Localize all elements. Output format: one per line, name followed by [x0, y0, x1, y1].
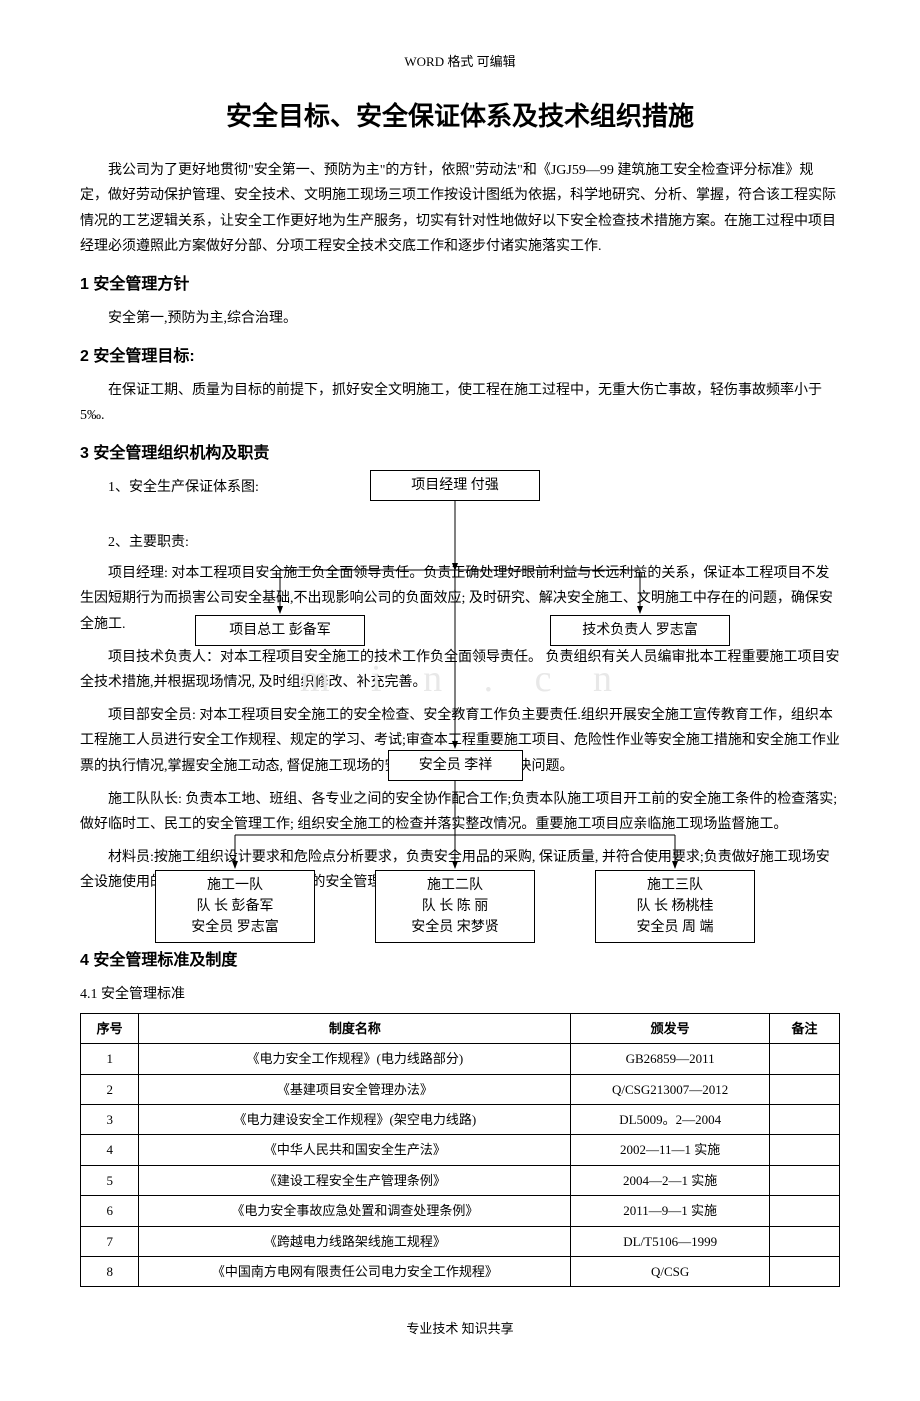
table-cell: 6 [81, 1196, 139, 1226]
org-box-safe: 安全员 李祥 [388, 750, 523, 781]
table-row: 2《基建项目安全管理办法》Q/CSG213007—2012 [81, 1074, 840, 1104]
table-cell: 4 [81, 1135, 139, 1165]
org-box-tech: 技术负责人 罗志富 [550, 615, 730, 646]
table-cell: 1 [81, 1044, 139, 1074]
intro-paragraph: 我公司为了更好地贯彻"安全第一、预防为主"的方针，依照"劳动法"和《JGJ59—… [80, 158, 840, 259]
section-3-sub2: 2、主要职责: [80, 530, 840, 555]
section-2-heading: 2 安全管理目标: [80, 343, 840, 372]
table-cell: Q/CSG213007—2012 [571, 1074, 770, 1104]
section-4-heading: 4 安全管理标准及制度 [80, 947, 840, 976]
page-footer: 专业技术 知识共享 [80, 1317, 840, 1340]
table-cell: 2011—9—1 实施 [571, 1196, 770, 1226]
table-cell: 3 [81, 1105, 139, 1135]
table-cell: 《建设工程安全生产管理条例》 [139, 1165, 571, 1195]
section-1-body: 安全第一,预防为主,综合治理。 [80, 306, 840, 331]
table-row: 8《中国南方电网有限责任公司电力安全工作规程》Q/CSG [81, 1257, 840, 1287]
document-title: 安全目标、安全保证体系及技术组织措施 [80, 93, 840, 140]
team3-safe: 安全员 周 端 [637, 920, 714, 935]
table-cell: 2 [81, 1074, 139, 1104]
table-row: 3《电力建设安全工作规程》(架空电力线路)DL5009。2—2004 [81, 1105, 840, 1135]
org-and-responsibility-block: 1、安全生产保证体系图: 2、主要职责: 项目经理: 对本工程项目安全施工负全面… [80, 475, 840, 935]
table-cell [769, 1044, 839, 1074]
table-cell: Q/CSG [571, 1257, 770, 1287]
org-box-team1: 施工一队 队 长 彭备军 安全员 罗志富 [155, 870, 315, 943]
table-row: 7《跨越电力线路架线施工规程》DL/T5106—1999 [81, 1226, 840, 1256]
th-name: 制度名称 [139, 1013, 571, 1043]
table-cell [769, 1196, 839, 1226]
table-cell: 2004—2—1 实施 [571, 1165, 770, 1195]
org-box-team2: 施工二队 队 长 陈 丽 安全员 宋梦贤 [375, 870, 535, 943]
table-cell: DL/T5106—1999 [571, 1226, 770, 1256]
table-header-row: 序号 制度名称 颁发号 备注 [81, 1013, 840, 1043]
table-cell [769, 1226, 839, 1256]
table-cell: 《跨越电力线路架线施工规程》 [139, 1226, 571, 1256]
resp-team: 施工队队长: 负责本工地、班组、各专业之间的安全协作配合工作;负责本队施工项目开… [80, 787, 840, 837]
page-header: WORD 格式 可编辑 [80, 50, 840, 73]
table-cell [769, 1135, 839, 1165]
table-cell: 2002—11—1 实施 [571, 1135, 770, 1165]
table-row: 4《中华人民共和国安全生产法》2002—11—1 实施 [81, 1135, 840, 1165]
org-box-gm: 项目总工 彭备军 [195, 615, 365, 646]
table-row: 1《电力安全工作规程》(电力线路部分)GB26859—2011 [81, 1044, 840, 1074]
table-cell: 《电力安全工作规程》(电力线路部分) [139, 1044, 571, 1074]
org-box-pm: 项目经理 付强 [370, 470, 540, 501]
team2-name: 施工二队 [427, 878, 483, 893]
org-box-team3: 施工三队 队 长 杨桃桂 安全员 周 端 [595, 870, 755, 943]
team3-name: 施工三队 [647, 878, 703, 893]
table-cell [769, 1105, 839, 1135]
table-row: 6《电力安全事故应急处置和调查处理条例》2011—9—1 实施 [81, 1196, 840, 1226]
standards-table: 序号 制度名称 颁发号 备注 1《电力安全工作规程》(电力线路部分)GB2685… [80, 1013, 840, 1288]
th-issue: 颁发号 [571, 1013, 770, 1043]
table-cell: 《电力安全事故应急处置和调查处理条例》 [139, 1196, 571, 1226]
table-cell [769, 1074, 839, 1104]
table-cell [769, 1165, 839, 1195]
table-cell: 《中华人民共和国安全生产法》 [139, 1135, 571, 1165]
section-2-body: 在保证工期、质量为目标的前提下，抓好安全文明施工，使工程在施工过程中，无重大伤亡… [80, 378, 840, 428]
table-cell [769, 1257, 839, 1287]
team2-leader: 队 长 陈 丽 [422, 899, 489, 914]
team1-safe: 安全员 罗志富 [191, 920, 279, 935]
table-cell: GB26859—2011 [571, 1044, 770, 1074]
team1-name: 施工一队 [207, 878, 263, 893]
table-cell: DL5009。2—2004 [571, 1105, 770, 1135]
table-cell: 《中国南方电网有限责任公司电力安全工作规程》 [139, 1257, 571, 1287]
table-cell: 8 [81, 1257, 139, 1287]
table-cell: 7 [81, 1226, 139, 1256]
resp-tech: 项目技术负责人：对本工程项目安全施工的技术工作负全面领导责任。 负责组织有关人员… [80, 645, 840, 695]
team2-safe: 安全员 宋梦贤 [411, 920, 499, 935]
table-cell: 5 [81, 1165, 139, 1195]
team1-leader: 队 长 彭备军 [197, 899, 274, 914]
table-row: 5《建设工程安全生产管理条例》2004—2—1 实施 [81, 1165, 840, 1195]
section-3-heading: 3 安全管理组织机构及职责 [80, 440, 840, 469]
th-seq: 序号 [81, 1013, 139, 1043]
section-1-heading: 1 安全管理方针 [80, 271, 840, 300]
table-cell: 《电力建设安全工作规程》(架空电力线路) [139, 1105, 571, 1135]
team3-leader: 队 长 杨桃桂 [637, 899, 714, 914]
th-note: 备注 [769, 1013, 839, 1043]
section-4-sub: 4.1 安全管理标准 [80, 982, 840, 1007]
table-cell: 《基建项目安全管理办法》 [139, 1074, 571, 1104]
